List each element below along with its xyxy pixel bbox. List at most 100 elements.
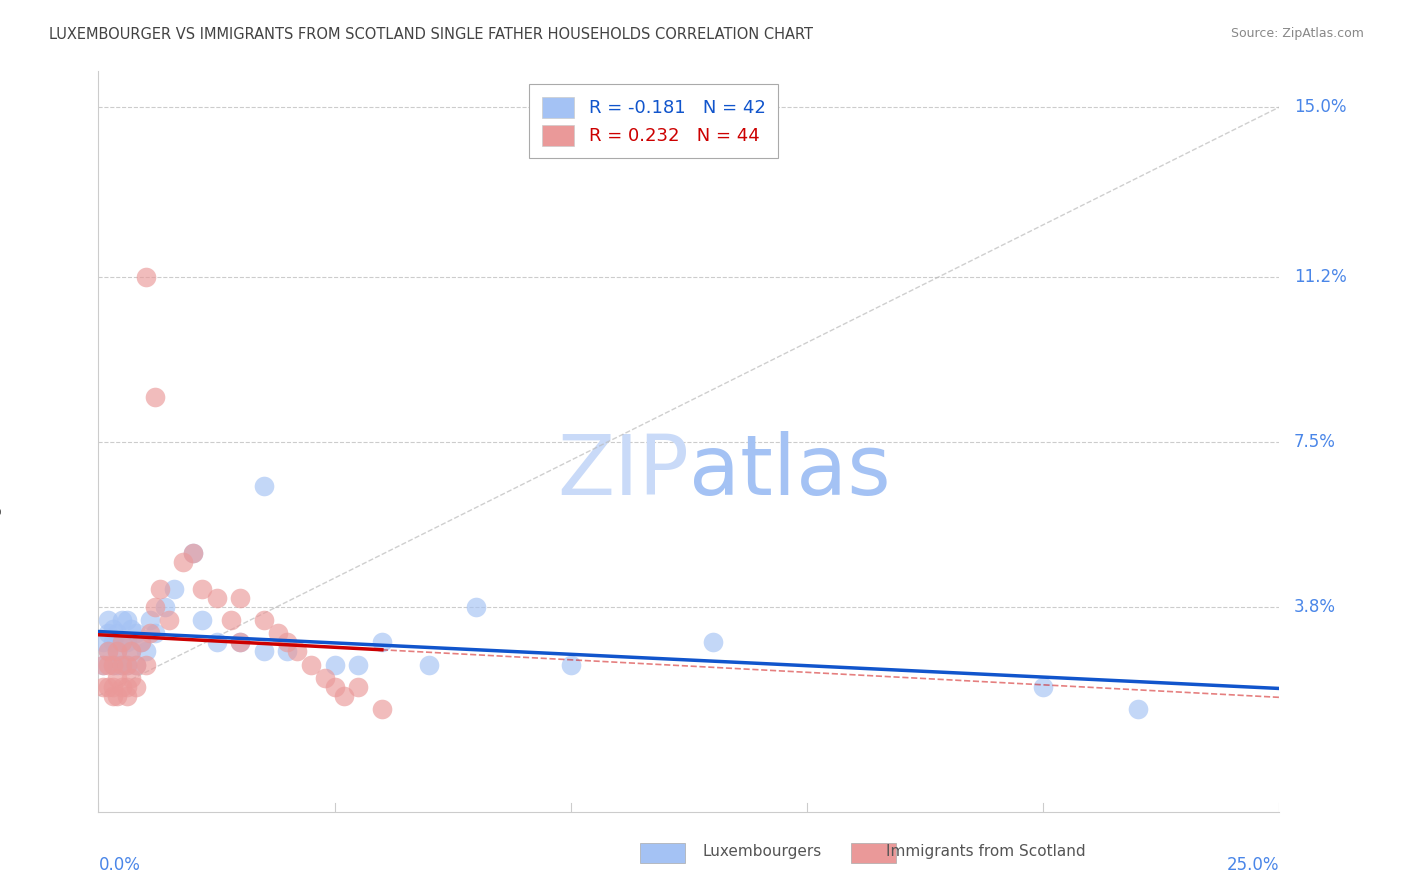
Point (229, 635, 252, 649)
Point (285, 644, 308, 658)
Text: 7.5%: 7.5% (1294, 433, 1336, 450)
Point (121, 644, 143, 658)
Point (111, 657, 134, 672)
Point (181, 546, 204, 560)
Point (115, 613, 138, 627)
Text: Luxembourgers: Luxembourgers (703, 845, 823, 859)
Point (181, 546, 204, 560)
Point (1126, 702, 1149, 716)
Point (163, 582, 186, 596)
Text: atlas: atlas (689, 431, 890, 512)
Point (276, 635, 298, 649)
Point (129, 635, 152, 649)
Point (97, 644, 120, 658)
Point (191, 582, 214, 596)
Point (135, 657, 157, 672)
Point (115, 680, 138, 694)
Point (125, 657, 148, 672)
Point (139, 613, 162, 627)
Point (1032, 680, 1054, 694)
Point (125, 657, 148, 672)
Point (229, 591, 252, 605)
Point (101, 689, 124, 703)
Point (333, 689, 356, 703)
Text: 11.2%: 11.2% (1294, 268, 1347, 285)
Text: Immigrants from Scotland: Immigrants from Scotland (886, 845, 1085, 859)
Point (323, 657, 346, 672)
Point (91, 680, 114, 694)
Point (347, 680, 370, 694)
Point (253, 479, 276, 493)
Point (115, 657, 138, 672)
Point (111, 657, 134, 672)
Point (115, 657, 138, 672)
Point (91, 635, 114, 649)
Text: LUXEMBOURGER VS IMMIGRANTS FROM SCOTLAND SINGLE FATHER HOUSEHOLDS CORRELATION CH: LUXEMBOURGER VS IMMIGRANTS FROM SCOTLAND… (49, 27, 813, 42)
Point (91, 657, 114, 672)
Point (135, 269, 157, 284)
Point (105, 644, 128, 658)
Point (125, 680, 148, 694)
Point (276, 644, 298, 658)
Point (371, 702, 394, 716)
Point (219, 613, 242, 627)
Point (172, 555, 194, 569)
Text: 15.0%: 15.0% (1294, 98, 1346, 116)
Point (101, 657, 124, 672)
Point (115, 635, 138, 649)
Point (267, 626, 290, 640)
Point (347, 657, 370, 672)
Point (105, 626, 128, 640)
Text: Source: ZipAtlas.com: Source: ZipAtlas.com (1230, 27, 1364, 40)
Point (121, 644, 143, 658)
Point (101, 680, 124, 694)
Text: Single Father Households: Single Father Households (0, 344, 1, 539)
Point (143, 390, 166, 404)
Point (314, 671, 336, 685)
Point (229, 635, 252, 649)
Legend: R = -0.181   N = 42, R = 0.232   N = 44: R = -0.181 N = 42, R = 0.232 N = 44 (529, 84, 778, 158)
Point (253, 613, 276, 627)
Point (149, 582, 172, 596)
Point (139, 626, 162, 640)
Text: 0.0%: 0.0% (98, 856, 141, 874)
Point (143, 599, 166, 614)
Point (299, 657, 322, 672)
Point (153, 599, 176, 614)
Point (125, 626, 148, 640)
Point (205, 591, 228, 605)
Point (129, 635, 152, 649)
Point (111, 635, 134, 649)
Point (91, 657, 114, 672)
Text: 25.0%: 25.0% (1227, 856, 1279, 874)
Point (143, 626, 166, 640)
Point (157, 613, 180, 627)
Point (418, 657, 440, 672)
Point (135, 644, 157, 658)
Point (205, 635, 228, 649)
Point (253, 644, 276, 658)
Point (560, 657, 582, 672)
Point (101, 635, 124, 649)
Point (97, 644, 120, 658)
Point (465, 599, 488, 614)
Point (97, 680, 120, 694)
Point (121, 671, 143, 685)
Point (105, 657, 128, 672)
Point (115, 689, 138, 703)
Point (111, 613, 134, 627)
Point (97, 657, 120, 672)
Point (121, 622, 143, 636)
Text: 3.8%: 3.8% (1294, 598, 1336, 615)
Point (702, 635, 724, 649)
Point (105, 644, 128, 658)
Point (111, 680, 134, 694)
Point (101, 622, 124, 636)
Text: ZIP: ZIP (557, 431, 689, 512)
Point (105, 671, 128, 685)
Point (191, 613, 214, 627)
Point (371, 635, 394, 649)
Point (111, 635, 134, 649)
Point (97, 626, 120, 640)
Point (105, 689, 128, 703)
